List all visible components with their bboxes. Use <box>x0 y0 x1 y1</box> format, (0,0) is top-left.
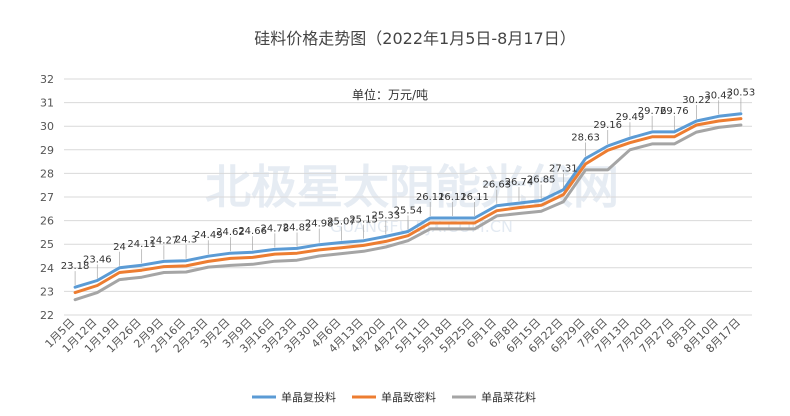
chart-title: 硅料价格走势图（2022年1月5日-8月17日） <box>254 29 575 48</box>
data-label: 26.74 <box>505 177 534 188</box>
data-label: 24.11 <box>127 239 156 250</box>
y-axis: 22 23 24 25 26 27 28 29 30 31 32 <box>40 73 54 322</box>
series-line <box>73 117 743 295</box>
watermark-text: 北极星太阳能光伏网 <box>205 160 619 214</box>
series-line <box>73 123 743 302</box>
y-tick-label: 24 <box>40 262 54 275</box>
y-tick-label: 28 <box>40 167 54 180</box>
legend-label: 单晶菜花料 <box>481 390 536 404</box>
data-label: 28.63 <box>571 133 600 144</box>
series-layer <box>73 112 743 302</box>
data-label: 27.31 <box>549 164 578 175</box>
y-tick-label: 25 <box>40 238 54 251</box>
gridlines <box>64 78 752 316</box>
x-axis: 1月5日1月12日1月19日1月26日2月9日2月16日2月23日3月2日3月9… <box>43 316 743 356</box>
data-label: 24 <box>113 242 126 253</box>
legend-label: 单晶复投料 <box>281 390 336 404</box>
legend: 单晶复投料 单晶致密料 单晶菜花料 <box>252 390 536 404</box>
data-label: 29.76 <box>660 106 689 117</box>
data-label: 29.76 <box>638 106 667 117</box>
data-label: 26.11 <box>460 192 489 203</box>
y-tick-label: 32 <box>40 73 54 86</box>
data-label: 29.49 <box>616 112 645 123</box>
y-tick-label: 31 <box>40 97 54 110</box>
data-label: 30.53 <box>727 88 756 99</box>
data-label: 30.42 <box>704 90 733 101</box>
data-label: 23.46 <box>83 255 112 266</box>
legend-label: 单晶致密料 <box>381 390 436 404</box>
data-label: 23.18 <box>61 261 90 272</box>
data-label: 25.54 <box>394 205 423 216</box>
data-label: 24.66 <box>238 226 267 237</box>
data-label: 25.15 <box>349 215 378 226</box>
data-label: 26.85 <box>527 175 556 186</box>
data-label: 24.49 <box>194 230 223 241</box>
data-label: 26.11 <box>416 192 445 203</box>
data-label: 24.3 <box>175 235 197 246</box>
data-label: 30.22 <box>682 95 711 106</box>
data-label: 24.62 <box>216 227 245 238</box>
data-label: 25.33 <box>371 210 400 221</box>
data-label: 25.07 <box>327 217 356 228</box>
y-tick-label: 26 <box>40 215 54 228</box>
data-label: 29.16 <box>593 120 622 131</box>
data-label: 24.82 <box>283 222 312 233</box>
data-label: 24.27 <box>150 235 179 246</box>
data-label: 24.78 <box>261 223 290 234</box>
series-line <box>73 112 743 289</box>
data-label: 26.63 <box>482 180 511 191</box>
data-label: 24.98 <box>305 219 334 230</box>
y-tick-label: 29 <box>40 144 54 157</box>
y-tick-label: 27 <box>40 191 54 204</box>
y-tick-label: 23 <box>40 285 54 298</box>
y-tick-label: 30 <box>40 120 54 133</box>
y-tick-label: 22 <box>40 309 54 322</box>
unit-annotation: 单位：万元/吨 <box>352 87 428 102</box>
data-label: 26.11 <box>438 192 467 203</box>
